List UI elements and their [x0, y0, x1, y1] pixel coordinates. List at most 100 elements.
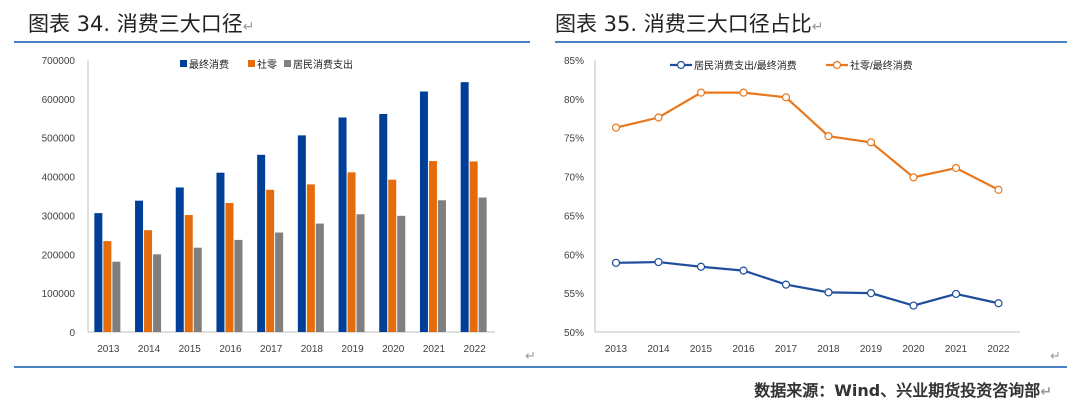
data-point — [951, 289, 961, 299]
x-tick-label: 2013 — [97, 344, 120, 355]
y-tick-label: 50% — [564, 328, 584, 339]
x-tick-label: 2022 — [464, 344, 487, 355]
data-point — [824, 132, 833, 141]
x-tick-label: 2022 — [987, 344, 1010, 355]
data-point — [611, 258, 621, 267]
x-tick-label: 2016 — [732, 344, 755, 355]
y-tick-label: 200000 — [42, 250, 76, 261]
x-tick-label: 2019 — [860, 344, 883, 355]
bar-居民消费支出 — [315, 223, 324, 332]
y-tick-label: 0 — [69, 328, 75, 339]
data-point — [824, 288, 833, 297]
bar-最终消费 — [460, 82, 469, 332]
data-point — [994, 185, 1003, 194]
legend-label: 居民消费支出 — [293, 58, 353, 71]
x-tick-label: 2017 — [775, 344, 798, 355]
line-居民消费支出/最终消费 — [615, 260, 999, 307]
bar-社零 — [469, 161, 478, 332]
bar-居民消费支出 — [234, 239, 243, 332]
y-tick-label: 65% — [564, 211, 584, 222]
x-tick-label: 2016 — [219, 344, 242, 355]
y-tick-label: 700000 — [42, 56, 76, 67]
legend-swatch — [284, 60, 291, 67]
right-title-text: 图表 35. 消费三大口径占比 — [555, 12, 812, 36]
bar-居民消费支出 — [112, 261, 121, 332]
y-tick-label: 400000 — [42, 173, 76, 184]
bar-最终消费 — [94, 213, 103, 332]
bar-最终消费 — [297, 135, 306, 332]
data-point — [781, 93, 791, 102]
bar-居民消费支出 — [478, 197, 487, 332]
bar-社零 — [184, 215, 193, 332]
x-tick-label: 2013 — [605, 344, 628, 355]
data-point — [696, 262, 706, 271]
bar-社零 — [306, 184, 315, 332]
bar-社零 — [225, 202, 234, 332]
bar-社零 — [347, 172, 356, 332]
bar-居民消费支出 — [153, 254, 162, 332]
bar-社零 — [428, 161, 437, 332]
data-point — [696, 88, 706, 97]
bar-最终消费 — [135, 200, 144, 332]
footer-rule — [14, 366, 1067, 368]
data-point — [951, 163, 961, 173]
legend-marker — [676, 60, 686, 70]
data-point — [909, 173, 918, 182]
bar-最终消费 — [175, 187, 184, 332]
source-note: 数据来源：Wind、兴业期货投资咨询部↵ — [754, 377, 1052, 401]
return-mark: ↵ — [1050, 348, 1061, 363]
x-tick-label: 2021 — [423, 344, 446, 355]
data-point — [654, 113, 663, 122]
return-mark: ↵ — [525, 348, 536, 363]
right-title-rule — [555, 41, 1067, 43]
bar-最终消费 — [257, 154, 266, 332]
line-社零/最终消费 — [615, 91, 1000, 191]
x-tick-label: 2021 — [945, 344, 968, 355]
x-tick-label: 2019 — [341, 344, 364, 355]
data-point — [654, 257, 663, 267]
data-point — [611, 123, 621, 132]
bar-社零 — [144, 230, 153, 332]
bar-居民消费支出 — [356, 214, 365, 332]
data-point — [739, 88, 748, 97]
legend-label: 最终消费 — [189, 58, 229, 71]
x-tick-label: 2015 — [179, 344, 202, 355]
x-tick-label: 2020 — [382, 344, 405, 355]
bar-社零 — [388, 179, 397, 332]
y-tick-label: 300000 — [42, 211, 76, 222]
y-tick-label: 500000 — [42, 134, 76, 145]
data-point — [866, 289, 876, 298]
data-point — [739, 266, 748, 275]
bar-居民消费支出 — [437, 200, 446, 332]
legend-swatch — [248, 60, 255, 67]
bar-最终消费 — [338, 117, 347, 332]
x-tick-label: 2014 — [647, 344, 670, 355]
legend-swatch — [180, 60, 187, 67]
y-tick-label: 85% — [564, 56, 584, 67]
data-point — [994, 299, 1003, 308]
legend-label: 社零/最终消费 — [850, 59, 913, 72]
y-tick-label: 600000 — [42, 95, 76, 106]
x-tick-label: 2017 — [260, 344, 283, 355]
x-tick-label: 2014 — [138, 344, 161, 355]
x-tick-label: 2018 — [817, 344, 840, 355]
x-tick-label: 2020 — [902, 344, 925, 355]
legend-marker — [832, 60, 842, 70]
left-title-text: 图表 34. 消费三大口径 — [28, 12, 243, 36]
bar-社零 — [266, 189, 275, 332]
legend-label: 居民消费支出/最终消费 — [694, 59, 797, 72]
y-tick-label: 75% — [564, 134, 584, 145]
data-point — [866, 138, 876, 147]
return-mark: ↵ — [1040, 384, 1052, 400]
y-tick-label: 100000 — [42, 289, 76, 300]
left-title-rule — [14, 41, 530, 43]
x-tick-label: 2015 — [690, 344, 713, 355]
y-tick-label: 70% — [564, 173, 584, 184]
y-tick-label: 60% — [564, 250, 584, 261]
legend-label: 社零 — [257, 58, 277, 71]
x-tick-label: 2018 — [301, 344, 324, 355]
bar-最终消费 — [216, 172, 225, 332]
bar-居民消费支出 — [397, 215, 406, 332]
bar-社零 — [103, 241, 112, 332]
